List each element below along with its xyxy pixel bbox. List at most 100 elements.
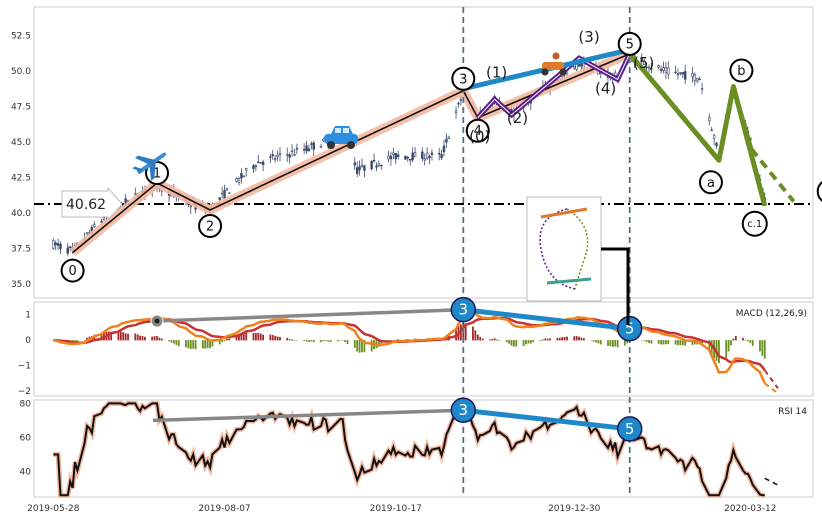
macd-histogram-bar — [510, 340, 513, 346]
macd-histogram-bar — [172, 340, 175, 344]
rsi-divergence-label: 5 — [625, 420, 635, 438]
macd-histogram-bar — [513, 340, 515, 347]
candle-body — [276, 154, 279, 157]
macd-histogram-bar — [732, 338, 735, 341]
macd-histogram-bar — [623, 340, 626, 346]
macd-histogram-bar — [751, 340, 754, 346]
candle-body — [664, 67, 668, 73]
macd-histogram-bar — [189, 340, 192, 350]
correction-label-a-circle — [698, 170, 723, 195]
macd-histogram-bar — [286, 337, 289, 341]
labels-layer: 2019-05-28 2019-08-07 2019-10-17 2019-12-30… — [11, 28, 822, 514]
macd-histogram-bar — [158, 337, 161, 341]
macd-y-tick: 0 — [25, 336, 31, 346]
macd-histogram-bar — [156, 336, 158, 341]
macd-histogram-bar — [626, 340, 629, 344]
candle-body — [305, 145, 308, 152]
wave-label-2-circle — [198, 213, 223, 238]
macd-projection — [764, 382, 779, 395]
correction-label-a: a — [707, 176, 715, 191]
macd-histogram-bar — [691, 340, 694, 345]
candle-body — [404, 155, 407, 160]
candle-body — [679, 72, 682, 74]
candle-body — [363, 165, 366, 171]
macd-divergence-label: 3 — [459, 301, 469, 319]
macd-histogram-bar — [667, 340, 670, 345]
macd-histogram-bar — [595, 340, 597, 343]
macd-histogram-bar — [725, 340, 728, 359]
candle-body — [657, 65, 660, 68]
candle-body — [271, 154, 274, 157]
macd-histogram-bar — [763, 340, 766, 359]
macd-histogram-bar — [566, 336, 568, 341]
macd-histogram-bar — [650, 340, 653, 344]
macd-histogram-bar — [657, 340, 660, 344]
macd-histogram-bar — [645, 340, 648, 343]
price-y-tick: 47.5 — [11, 102, 31, 112]
price-y-tick: 35.0 — [11, 280, 31, 290]
sub-wave-inner — [477, 53, 631, 119]
sub-wave-label: (3) — [578, 28, 599, 46]
macd-histogram-bar — [370, 340, 373, 352]
candle-body — [220, 192, 224, 195]
macd-histogram-bar — [522, 340, 525, 346]
candle-body — [662, 67, 665, 71]
macd-histogram-bar — [744, 339, 747, 341]
macd-histogram-bar — [344, 340, 347, 342]
macd-histogram-bar — [358, 340, 361, 353]
rsi-y-tick: 80 — [20, 399, 32, 409]
candle-body — [100, 220, 103, 223]
candle-body — [430, 152, 434, 155]
macd-histogram-bar — [539, 340, 542, 341]
candle-body — [319, 146, 323, 148]
macd-histogram-bar — [363, 340, 366, 353]
macd-histogram-bar — [730, 340, 732, 346]
macd-histogram-bar — [643, 340, 646, 341]
macd-histogram-bar — [144, 336, 146, 341]
macd-histogram-bar — [488, 339, 491, 341]
candle-body — [102, 217, 106, 220]
candle-body — [715, 142, 718, 147]
macd-y-tick: 1 — [25, 311, 31, 321]
candle-body — [189, 205, 192, 208]
candle-body — [440, 154, 443, 159]
macd-histogram-bar — [380, 340, 383, 346]
macd-histogram-bar — [592, 340, 595, 342]
macd-histogram-bar — [505, 340, 508, 343]
candle-body — [134, 193, 137, 195]
wave-label-4-circle — [465, 118, 490, 143]
candle-body — [52, 240, 55, 249]
diagram-connector — [601, 247, 630, 325]
macd-histogram-bar — [674, 340, 677, 345]
correction-label-c-1: c.1 — [747, 219, 762, 230]
macd-histogram-bar — [218, 340, 221, 345]
macd-histogram-bar — [648, 340, 650, 343]
candle-body — [457, 102, 460, 105]
macd-histogram-bar — [209, 340, 211, 349]
macd-histogram-bar — [708, 340, 711, 351]
macd-histogram-bar — [710, 340, 713, 356]
candle-body — [355, 167, 359, 174]
wave-label-5-circle — [617, 31, 642, 56]
macd-histogram-bar — [238, 334, 240, 341]
rsi-y-tick: 60 — [20, 433, 32, 443]
macd-histogram-bar — [308, 340, 310, 343]
candle-body — [372, 159, 376, 162]
macd-histogram-bar — [291, 339, 293, 341]
candle-body — [261, 161, 265, 165]
macd-histogram-bar — [177, 340, 180, 347]
macd-histogram-bar — [575, 335, 578, 341]
macd-histogram-bar — [527, 340, 530, 344]
candle-body — [445, 138, 448, 143]
candle-body — [676, 73, 680, 75]
candle-body — [310, 143, 313, 145]
macd-histogram-bar — [496, 339, 498, 341]
macd-histogram-bar — [580, 337, 583, 341]
rsi-divergence-label: 3 — [459, 401, 469, 419]
macd-histogram-bar — [611, 340, 614, 347]
correction-label-c-2-circle — [816, 181, 822, 202]
rsi-gray-line — [152, 408, 464, 423]
macd-divergence-line — [463, 307, 630, 332]
